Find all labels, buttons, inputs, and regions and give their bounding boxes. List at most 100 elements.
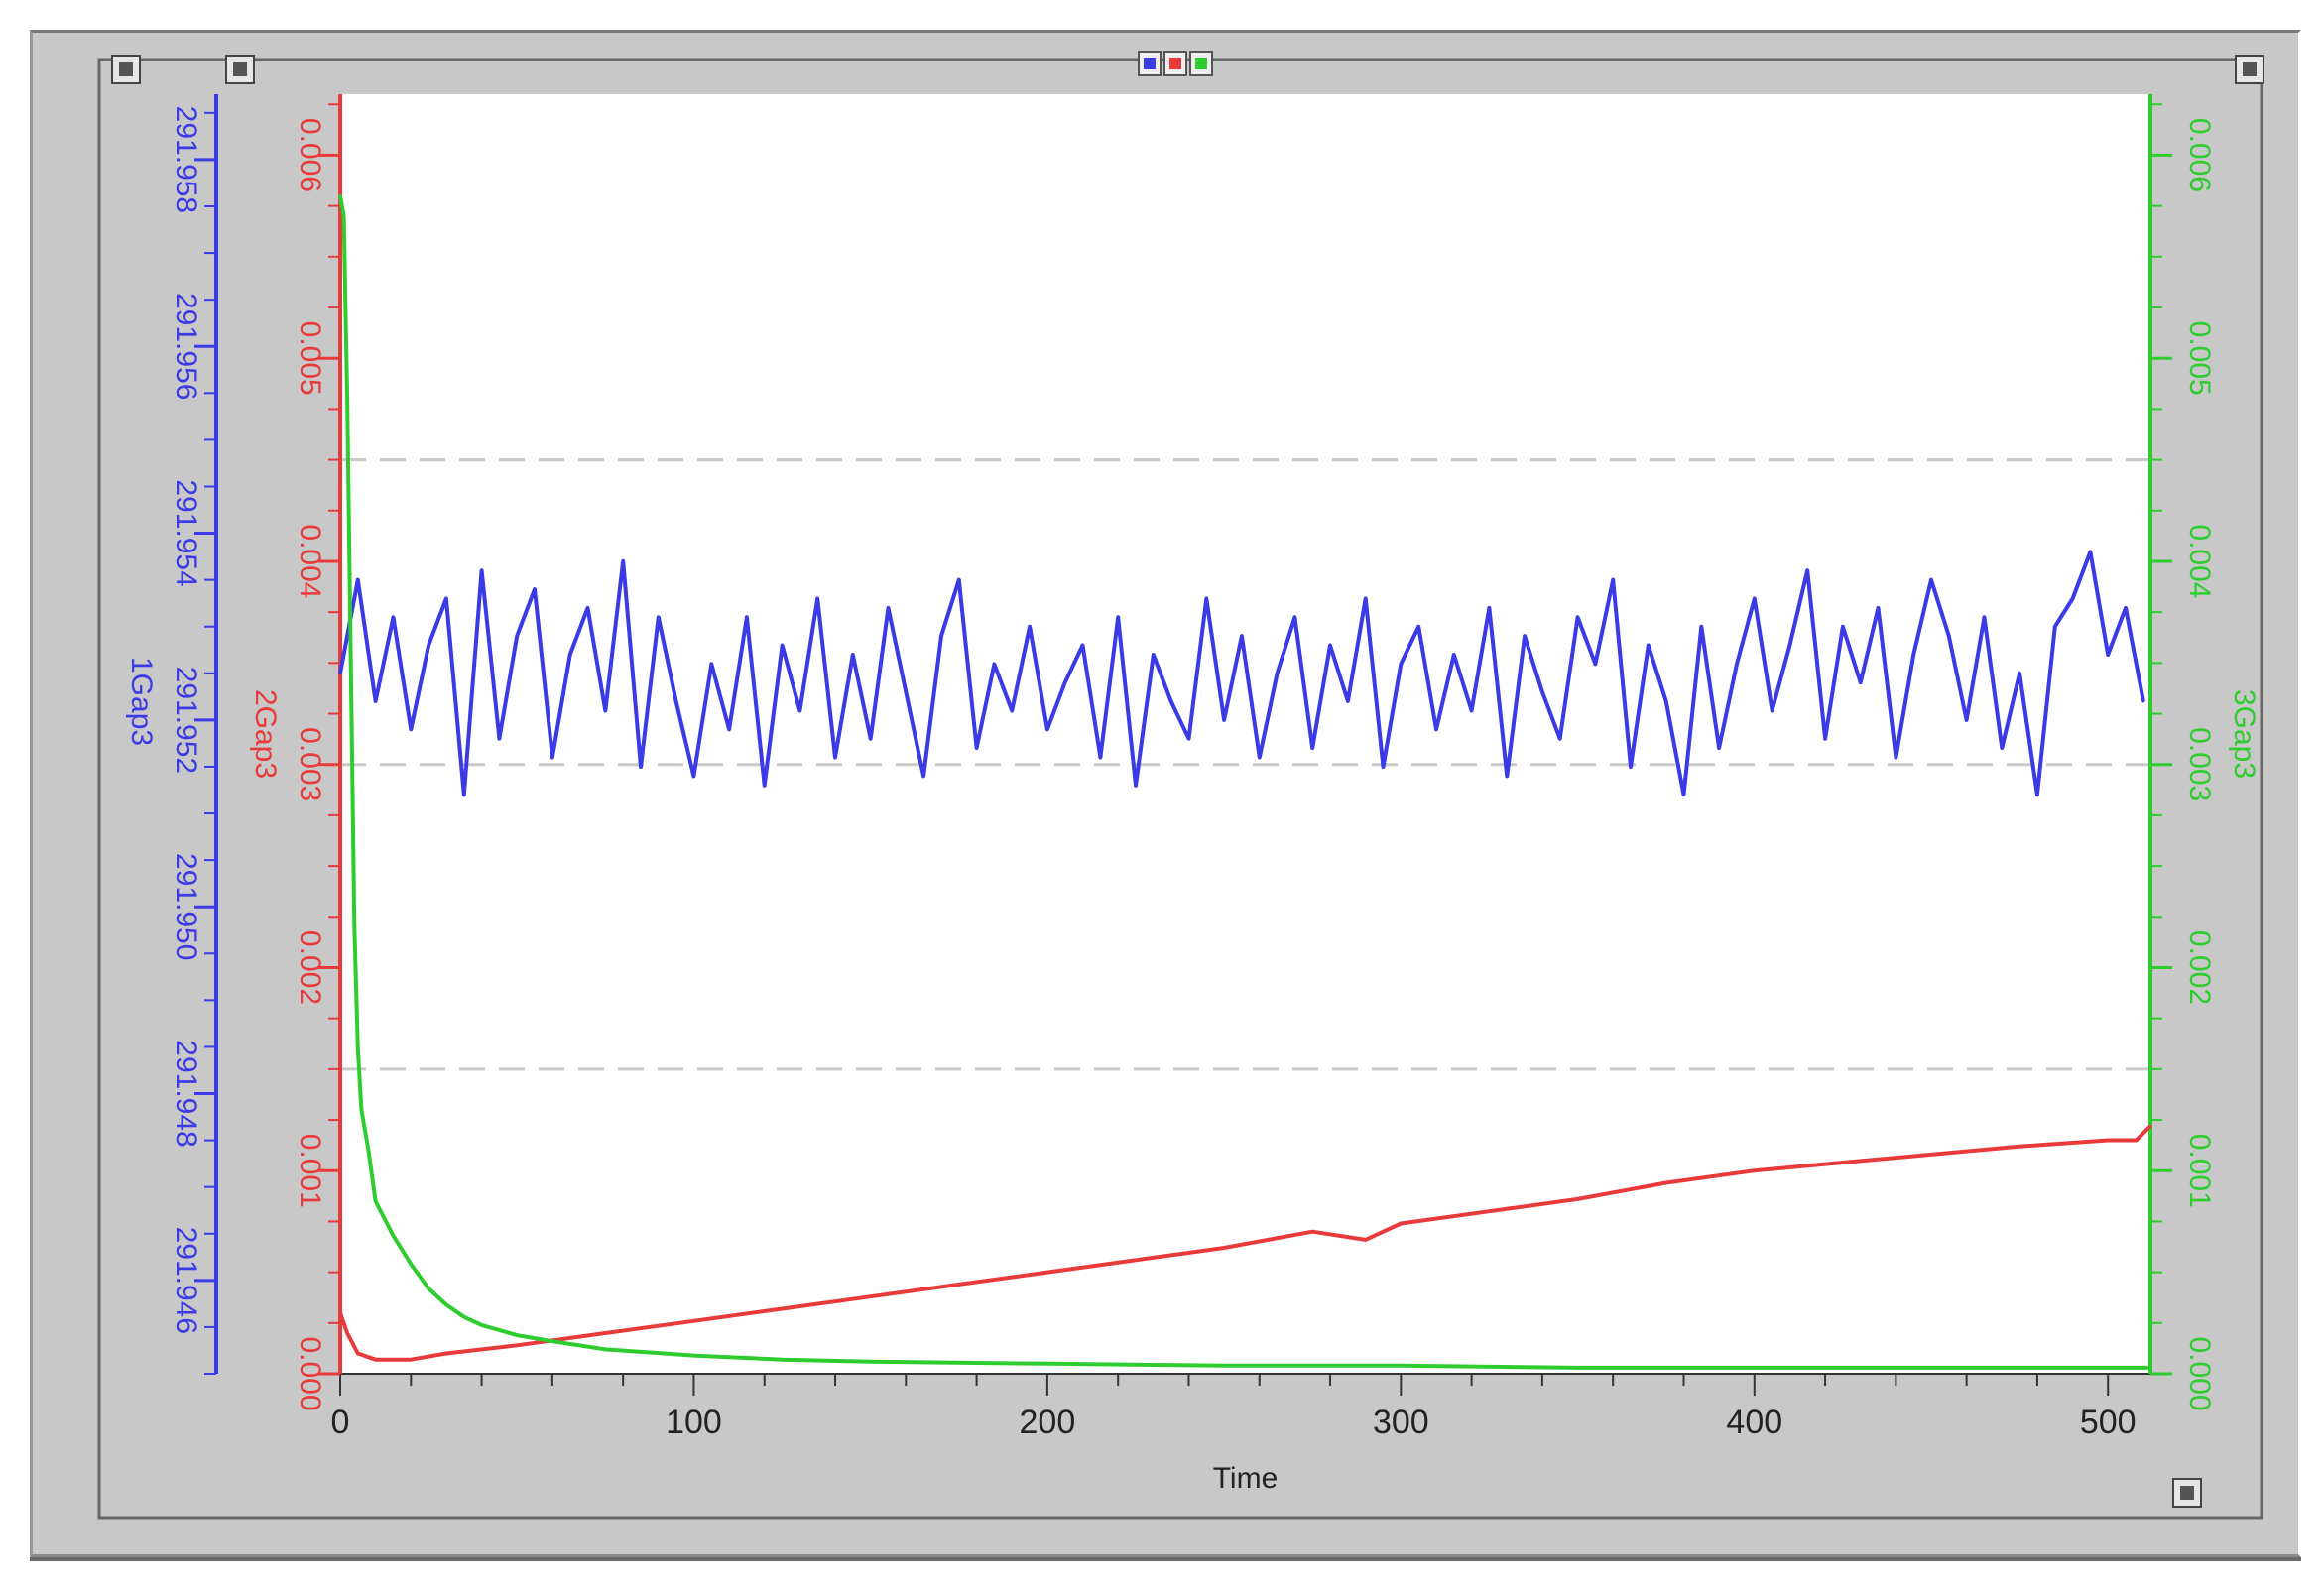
series-1-point (1505, 774, 1509, 778)
series-3-point (1929, 1366, 1933, 1370)
series-2-point (1364, 1238, 1368, 1242)
series-1-point (480, 568, 484, 572)
series-3-point (342, 214, 346, 218)
y1-axis-title: 1Gap3 (125, 657, 158, 746)
series-1-point (957, 578, 961, 582)
series-3-toggle-icon[interactable] (1189, 51, 1213, 76)
x-axis-label: Time (1213, 1462, 1279, 1495)
ui-layer (111, 51, 2264, 1508)
y1-tick-label-3: 291.952 (170, 667, 202, 774)
series-2-point (2148, 1124, 2152, 1128)
series-2-point (2106, 1139, 2110, 1142)
plot-area (340, 94, 2150, 1374)
window-button-icon[interactable] (2235, 55, 2264, 84)
series-1-point (691, 774, 695, 778)
series-1-point (1063, 680, 1067, 684)
series-1-toggle-icon[interactable] (1138, 51, 1162, 76)
series-3-point (515, 1333, 519, 1337)
y2-tick-label-0: 0.000 (294, 1336, 326, 1410)
series-2-point (356, 1352, 360, 1355)
axes-layer: 0 100 200 300 400 500 291.946 291.948 291.950 291… (125, 94, 2261, 1441)
x-tick-label-500: 500 (2080, 1404, 2137, 1441)
series-1-point (975, 746, 979, 750)
series-3-point (392, 1234, 395, 1238)
series-1-point (2106, 653, 2110, 657)
series-1-point (1328, 644, 1332, 647)
series-line-2 (338, 1124, 2152, 1362)
y2-tick-label-2: 0.002 (294, 930, 326, 1005)
series-1-point (1699, 625, 1703, 629)
series-3-point (2148, 1366, 2152, 1370)
y2-tick-label-3: 0.003 (294, 727, 326, 801)
y3-tick-label-2: 0.002 (2183, 930, 2216, 1005)
series-1-point (1292, 615, 1296, 619)
series-3-point (374, 1199, 378, 1203)
x-tick-label-0: 0 (331, 1404, 350, 1441)
y3-tick-label-1: 0.001 (2183, 1134, 2216, 1208)
series-2-toggle-icon[interactable] (1163, 51, 1187, 76)
y3-tick-label-3: 0.003 (2183, 727, 2216, 801)
series-3-point (2106, 1366, 2110, 1370)
series-3-point (462, 1315, 466, 1319)
y1-tick-label-4: 291.954 (170, 479, 202, 586)
series-1-point (2053, 625, 2057, 629)
series-3-point (691, 1354, 695, 1358)
series-1-point (409, 727, 413, 731)
series-1-point (1169, 699, 1173, 703)
series-1-point (2124, 606, 2128, 610)
series-1-point (939, 634, 943, 638)
series-3-point (349, 661, 353, 665)
series-2-point (1399, 1222, 1403, 1225)
window-button-icon[interactable] (225, 55, 255, 84)
series-1-point (992, 662, 996, 666)
series-1-point (1771, 709, 1774, 712)
series-2-point (1222, 1246, 1226, 1250)
series-1-point (763, 784, 767, 788)
series-2-point (603, 1331, 607, 1335)
series-1-point (1310, 746, 1314, 750)
series-1-point (1859, 680, 1863, 684)
x-tick-label-100: 100 (666, 1404, 722, 1441)
window-button-icon[interactable] (111, 55, 141, 84)
series-1-point (2141, 699, 2145, 703)
series-1-point (1611, 578, 1615, 582)
window-bottom-border (30, 1557, 2301, 1561)
y2-tick-label-6: 0.006 (294, 118, 326, 192)
series-1-point (2035, 793, 2039, 796)
series-1-point (1576, 615, 1580, 619)
series-1-point (1629, 765, 1633, 769)
series-2-point (444, 1352, 448, 1355)
series-3-point (781, 1358, 785, 1362)
series-1-point (1540, 690, 1544, 694)
series-1-point (1098, 756, 1102, 759)
series-1-point (1187, 737, 1190, 741)
series-1-point (815, 597, 819, 600)
series-3-point (1222, 1364, 1226, 1368)
series-2-point (2018, 1145, 2021, 1149)
y1-tick-label-1: 291.948 (170, 1040, 202, 1147)
series-3-point (1399, 1364, 1403, 1368)
series-3-point (550, 1339, 554, 1343)
series-3-point (367, 1149, 370, 1153)
y1-tick-label-2: 291.950 (170, 853, 202, 960)
series-1-point (797, 709, 801, 712)
window-button-icon[interactable] (2172, 1478, 2202, 1508)
series-2-point (1576, 1197, 1580, 1201)
series-2-point (691, 1319, 695, 1323)
series-1-point (1647, 644, 1651, 647)
y3-tick-label-5: 0.005 (2183, 321, 2216, 396)
series-1-point (550, 756, 554, 759)
series-1-point (1841, 625, 1845, 629)
series-2-point (1664, 1181, 1668, 1184)
series-1-point (1823, 737, 1827, 741)
series-3-point (1576, 1366, 1580, 1370)
series-1-point (1152, 653, 1156, 657)
series-1-point (921, 774, 925, 778)
y1-tick-label-0: 291.946 (170, 1227, 202, 1334)
y3-tick-label-6: 0.006 (2183, 118, 2216, 192)
series-3-point (409, 1262, 413, 1266)
y3-axis-title: 3Gap3 (2228, 689, 2261, 779)
series-1-point (674, 699, 678, 703)
series-1-point (1416, 625, 1420, 629)
